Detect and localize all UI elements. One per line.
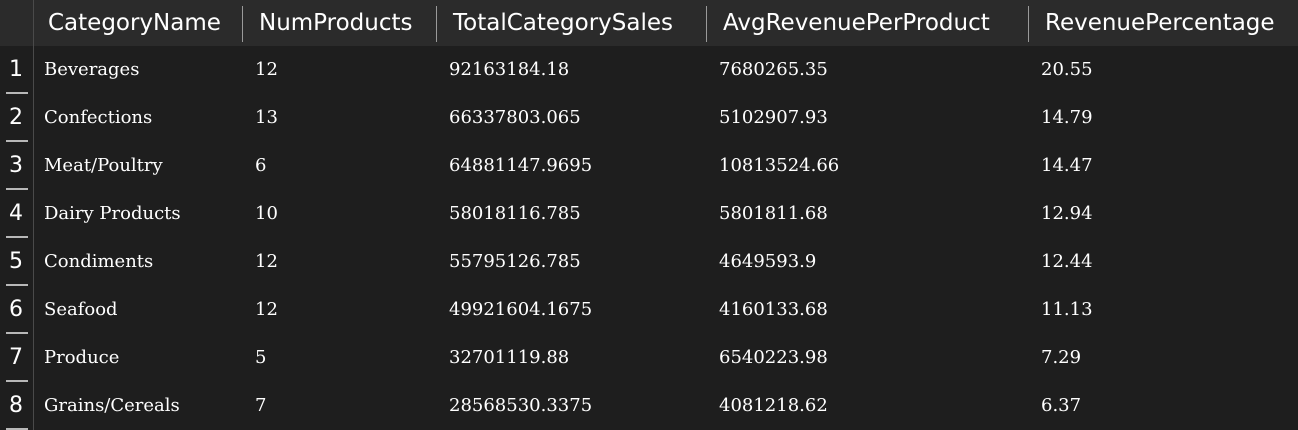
cell-num-products[interactable]: 6	[255, 155, 267, 176]
cell-num-products[interactable]: 12	[255, 251, 278, 272]
cell-num-products[interactable]: 7	[255, 395, 267, 416]
cell-total-category-sales[interactable]: 58018116.785	[449, 203, 581, 224]
column-header-category-name[interactable]: CategoryName	[48, 10, 221, 36]
table-row[interactable]: Confections 13 66337803.065 5102907.93 1…	[34, 94, 1298, 142]
cell-total-category-sales[interactable]: 49921604.1675	[449, 299, 593, 320]
cell-avg-revenue-per-product[interactable]: 5801811.68	[719, 203, 828, 224]
cell-num-products[interactable]: 13	[255, 107, 278, 128]
column-resize-handle[interactable]	[706, 6, 707, 42]
cell-category-name[interactable]: Confections	[44, 107, 153, 128]
table-row[interactable]: Grains/Cereals 7 28568530.3375 4081218.6…	[34, 382, 1298, 430]
cell-num-products[interactable]: 12	[255, 59, 278, 80]
cell-category-name[interactable]: Seafood	[44, 299, 118, 320]
cell-total-category-sales[interactable]: 55795126.785	[449, 251, 581, 272]
cell-num-products[interactable]: 10	[255, 203, 278, 224]
column-header-avg-revenue-per-product[interactable]: AvgRevenuePerProduct	[723, 10, 990, 36]
cell-avg-revenue-per-product[interactable]: 4160133.68	[719, 299, 828, 320]
cell-revenue-percentage[interactable]: 6.37	[1041, 395, 1082, 416]
table-row[interactable]: Produce 5 32701119.88 6540223.98 7.29	[34, 334, 1298, 382]
cell-avg-revenue-per-product[interactable]: 6540223.98	[719, 347, 828, 368]
column-resize-handle[interactable]	[436, 6, 437, 42]
row-number[interactable]: 1	[9, 57, 23, 82]
row-divider	[6, 284, 28, 286]
row-number[interactable]: 7	[9, 345, 23, 370]
cell-num-products[interactable]: 12	[255, 299, 278, 320]
row-number[interactable]: 3	[9, 153, 23, 178]
cell-avg-revenue-per-product[interactable]: 4081218.62	[719, 395, 828, 416]
table-row[interactable]: Seafood 12 49921604.1675 4160133.68 11.1…	[34, 286, 1298, 334]
row-number[interactable]: 2	[9, 105, 23, 130]
cell-total-category-sales[interactable]: 92163184.18	[449, 59, 570, 80]
cell-num-products[interactable]: 5	[255, 347, 267, 368]
cell-total-category-sales[interactable]: 32701119.88	[449, 347, 570, 368]
row-divider	[6, 140, 28, 142]
column-resize-handle[interactable]	[242, 6, 243, 42]
table-row[interactable]: Beverages 12 92163184.18 7680265.35 20.5…	[34, 46, 1298, 94]
cell-category-name[interactable]: Produce	[44, 347, 120, 368]
row-divider	[6, 188, 28, 190]
table-row[interactable]: Condiments 12 55795126.785 4649593.9 12.…	[34, 238, 1298, 286]
row-number[interactable]: 5	[9, 249, 23, 274]
cell-avg-revenue-per-product[interactable]: 5102907.93	[719, 107, 828, 128]
table-row[interactable]: Meat/Poultry 6 64881147.9695 10813524.66…	[34, 142, 1298, 190]
row-number-gutter: 1 2 3 4 5 6 7 8	[0, 46, 33, 430]
column-resize-handle[interactable]	[1028, 6, 1029, 42]
cell-total-category-sales[interactable]: 28568530.3375	[449, 395, 593, 416]
cell-category-name[interactable]: Condiments	[44, 251, 154, 272]
row-number[interactable]: 6	[9, 297, 23, 322]
row-number[interactable]: 8	[9, 393, 23, 418]
column-header-total-category-sales[interactable]: TotalCategorySales	[453, 10, 673, 36]
cell-revenue-percentage[interactable]: 12.44	[1041, 251, 1093, 272]
row-divider	[6, 380, 28, 382]
cell-avg-revenue-per-product[interactable]: 10813524.66	[719, 155, 840, 176]
cell-revenue-percentage[interactable]: 14.47	[1041, 155, 1093, 176]
row-divider	[6, 428, 28, 430]
cell-category-name[interactable]: Dairy Products	[44, 203, 181, 224]
row-divider	[6, 236, 28, 238]
cell-category-name[interactable]: Meat/Poultry	[44, 155, 163, 176]
row-number[interactable]: 4	[9, 201, 23, 226]
column-header-revenue-percentage[interactable]: RevenuePercentage	[1045, 10, 1275, 36]
table-row[interactable]: Dairy Products 10 58018116.785 5801811.6…	[34, 190, 1298, 238]
cell-revenue-percentage[interactable]: 14.79	[1041, 107, 1093, 128]
cell-revenue-percentage[interactable]: 11.13	[1041, 299, 1093, 320]
column-header-num-products[interactable]: NumProducts	[259, 10, 413, 36]
cell-revenue-percentage[interactable]: 20.55	[1041, 59, 1093, 80]
grid-header: CategoryName NumProducts TotalCategorySa…	[0, 0, 1298, 46]
row-divider	[6, 332, 28, 334]
row-number-divider	[33, 0, 34, 430]
cell-category-name[interactable]: Grains/Cereals	[44, 395, 180, 416]
row-divider	[6, 92, 28, 94]
cell-avg-revenue-per-product[interactable]: 4649593.9	[719, 251, 817, 272]
cell-category-name[interactable]: Beverages	[44, 59, 140, 80]
cell-total-category-sales[interactable]: 64881147.9695	[449, 155, 593, 176]
cell-total-category-sales[interactable]: 66337803.065	[449, 107, 581, 128]
cell-avg-revenue-per-product[interactable]: 7680265.35	[719, 59, 828, 80]
cell-revenue-percentage[interactable]: 12.94	[1041, 203, 1093, 224]
cell-revenue-percentage[interactable]: 7.29	[1041, 347, 1082, 368]
